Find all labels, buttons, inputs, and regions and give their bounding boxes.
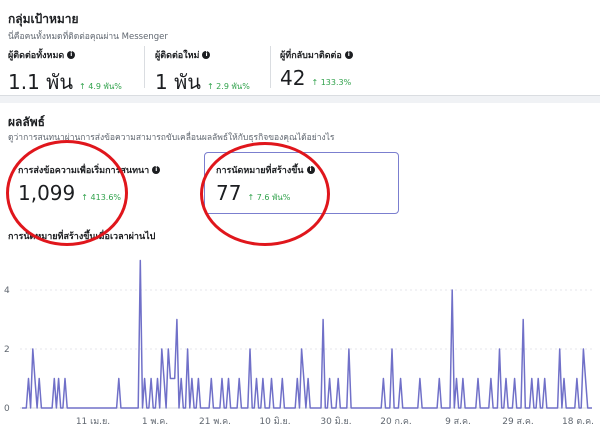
annotation-circle: [6, 140, 128, 246]
annotation-circle: [200, 142, 330, 246]
x-tick-label: 11 เม.ย.: [76, 417, 110, 427]
x-tick-label: 21 พ.ค.: [199, 417, 231, 427]
metric-delta: ↑ 2.9 พัน%: [206, 82, 250, 91]
metric-value: 1 พัน: [155, 70, 201, 94]
metric-label: ผู้ติดต่อใหม่: [155, 51, 200, 61]
divider: [270, 46, 271, 88]
info-icon[interactable]: i: [67, 51, 76, 59]
y-tick-label: 2: [4, 345, 10, 355]
divider: [144, 46, 145, 88]
x-tick-label: 1 พ.ค.: [142, 417, 168, 427]
x-tick-label: 10 มิ.ย.: [259, 416, 290, 427]
metric-value: 42: [280, 66, 306, 90]
y-tick-label: 4: [4, 286, 10, 296]
info-icon[interactable]: i: [202, 51, 211, 59]
audience-subtitle: นี่คือคนทั้งหมดที่ติดต่อคุณผ่าน Messenge…: [8, 32, 168, 42]
x-tick-label: 30 มิ.ย.: [320, 416, 351, 427]
x-tick-label: 9 ส.ค.: [445, 417, 471, 427]
metric-label: ผู้ติดต่อทั้งหมด: [8, 51, 65, 61]
results-title: ผลลัพธ์: [8, 115, 45, 129]
audience-title: กลุ่มเป้าหมาย: [8, 12, 79, 26]
metric-delta: ↑ 133.3%: [311, 78, 352, 87]
info-icon[interactable]: i: [152, 166, 161, 174]
metric-total-contacts[interactable]: ผู้ติดต่อทั้งหมด i 1.1 พัน ↑ 4.9 พัน%: [8, 48, 122, 98]
x-tick-label: 29 ส.ค.: [502, 417, 534, 427]
series-line: [22, 259, 592, 409]
metric-delta: ↑ 4.9 พัน%: [79, 82, 122, 91]
metric-returning-contacts[interactable]: ผู้ที่กลับมาติดต่อ i 42 ↑ 133.3%: [280, 48, 353, 90]
metric-new-contacts[interactable]: ผู้ติดต่อใหม่ i 1 พัน ↑ 2.9 พัน%: [155, 48, 250, 98]
x-tick-label: 18 ต.ค.: [562, 417, 594, 427]
results-subtitle: ดูว่าการสนทนาผ่านการส่งข้อความสามารถขับเ…: [8, 133, 335, 143]
metric-value: 1.1 พัน: [8, 70, 74, 94]
metric-label: ผู้ที่กลับมาติดต่อ: [280, 51, 342, 61]
info-icon[interactable]: i: [344, 51, 353, 59]
x-tick-label: 20 ก.ค.: [380, 417, 412, 427]
y-tick-label: 0: [4, 404, 10, 414]
audience-card: กลุ่มเป้าหมาย นี่คือคนทั้งหมดที่ติดต่อคุ…: [0, 0, 600, 96]
